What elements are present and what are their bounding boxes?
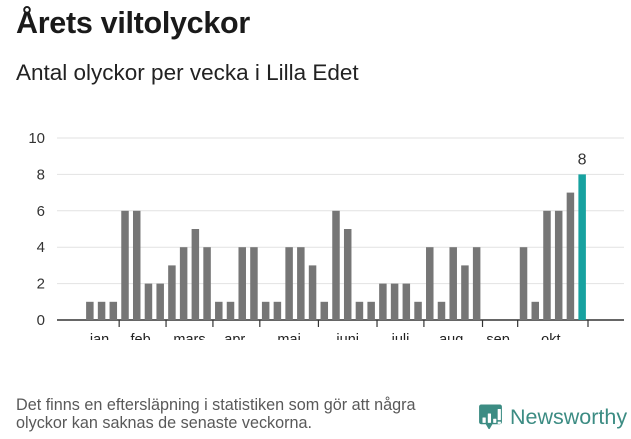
svg-text:jan.: jan. — [89, 332, 113, 340]
svg-text:8: 8 — [37, 166, 45, 183]
svg-text:4: 4 — [37, 239, 45, 256]
svg-text:juni: juni — [335, 332, 359, 340]
svg-text:maj: maj — [277, 332, 300, 340]
svg-text:6: 6 — [37, 203, 45, 220]
svg-text:8: 8 — [578, 151, 587, 168]
svg-text:apr.: apr. — [224, 332, 248, 340]
svg-text:sep.: sep. — [486, 332, 513, 340]
svg-text:0: 0 — [37, 312, 45, 329]
svg-text:okt.: okt. — [541, 332, 564, 340]
svg-text:10: 10 — [28, 130, 45, 147]
svg-text:mars: mars — [173, 332, 205, 340]
svg-text:aug.: aug. — [439, 332, 467, 340]
svg-text:2: 2 — [37, 276, 45, 293]
svg-text:feb.: feb. — [131, 332, 155, 340]
svg-text:juli: juli — [391, 332, 410, 340]
